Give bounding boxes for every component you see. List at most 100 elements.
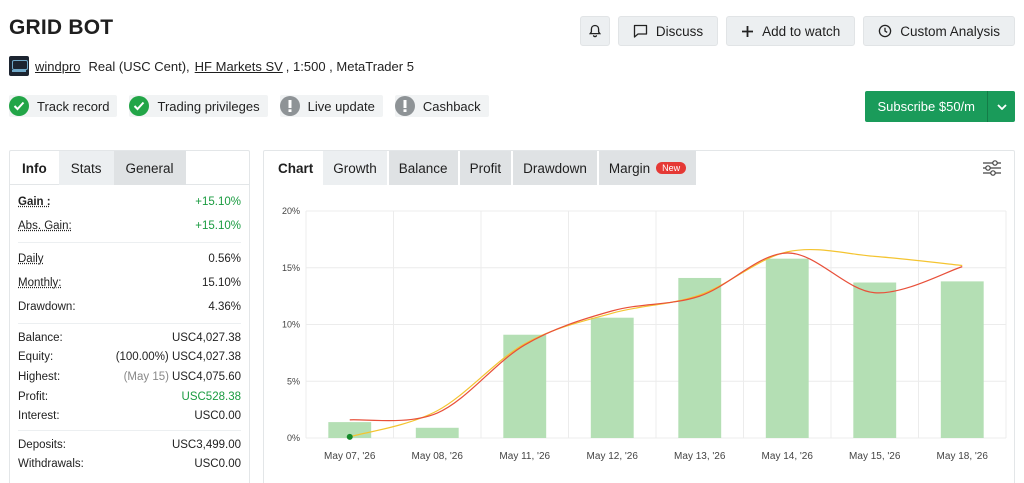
stat-value: USC0.00 (194, 410, 241, 423)
check-icon (129, 96, 150, 116)
stat-label: Withdrawals: (18, 458, 84, 471)
new-badge: New (656, 162, 687, 174)
custom-analysis-button[interactable]: Custom Analysis (863, 16, 1015, 46)
top-actions: Discuss Add to watch Custom Analysis (579, 16, 1015, 46)
stat-label[interactable]: Monthly: (18, 277, 62, 289)
badge-live-update: Live update (279, 95, 383, 117)
tab-margin-label: Margin (608, 160, 651, 176)
chart-settings-button[interactable] (982, 159, 1002, 182)
start-point (346, 433, 353, 440)
x-tick-label: May 13, '26 (674, 451, 726, 462)
stats-tabs: Info Stats General (10, 151, 249, 185)
add-to-watch-label: Add to watch (762, 23, 841, 39)
y-tick-label: 5% (287, 376, 300, 386)
badge-track-record: Track record (9, 95, 118, 117)
chart-tabs: Chart Growth Balance Profit Drawdown Mar… (264, 151, 1014, 185)
chat-icon (633, 24, 648, 38)
tab-growth[interactable]: Growth (323, 151, 387, 185)
stat-label[interactable]: Gain : (18, 196, 51, 208)
stat-withdrawals: Withdrawals: USC0.00 (18, 455, 241, 475)
badge-cashback: Cashback (394, 95, 489, 117)
divider (18, 242, 241, 243)
account-info: windpro Real (USC Cent), HF Markets SV ,… (9, 56, 414, 76)
y-tick-label: 0% (287, 433, 300, 443)
add-to-watch-button[interactable]: Add to watch (726, 16, 856, 46)
growth-chart: 0% 5% 10% 15% 20% May 07, '26 May 08, '26 May 1… (282, 206, 1007, 462)
stat-label: Profit: (18, 390, 49, 403)
bar (765, 258, 809, 438)
y-tick-label: 15% (282, 263, 300, 273)
stat-profit: Profit: USC528.38 (18, 387, 241, 407)
stats-panel: Info Stats General Gain : +15.10% Abs. G… (9, 150, 250, 483)
x-tick-label: May 12, '26 (587, 451, 639, 462)
stat-value: 15.10% (201, 277, 241, 289)
tab-profit[interactable]: Profit (459, 151, 512, 185)
stat-highest: Highest: (May 15) USC4,075.60 (18, 367, 241, 387)
account-details: , 1:500 , MetaTrader 5 (285, 58, 414, 74)
stat-value-pre: (100.00%) (115, 351, 169, 364)
custom-analysis-label: Custom Analysis (900, 23, 1000, 39)
stat-label: Highest: (18, 370, 61, 383)
stat-gain: Gain : +15.10% (18, 190, 241, 214)
badge-trading-privileges: Trading privileges (129, 95, 268, 117)
chart-panel: Chart Growth Balance Profit Drawdown Mar… (263, 150, 1015, 483)
stat-label[interactable]: Abs. Gain: (18, 220, 72, 232)
stat-value-wrap: (100.00%) USC4,027.38 (116, 351, 241, 363)
tab-margin[interactable]: Margin New (598, 151, 697, 185)
stat-interest: Interest: USC0.00 (18, 406, 241, 426)
stat-value-wrap: (May 15) USC4,075.60 (124, 371, 241, 383)
divider (18, 429, 241, 431)
stat-label: Interest: (18, 410, 60, 423)
subscribe-control: Subscribe $50/m (865, 91, 1015, 122)
tab-general[interactable]: General (113, 151, 186, 185)
x-tick-label: May 08, '26 (412, 451, 464, 462)
plus-icon (741, 25, 754, 38)
discuss-label: Discuss (655, 23, 704, 39)
owner-link[interactable]: windpro (35, 58, 81, 74)
x-tick-label: May 18, '26 (937, 451, 989, 462)
x-tick-label: May 07, '26 (324, 451, 376, 462)
exclamation-icon (279, 96, 300, 116)
stat-label: Balance: (18, 331, 63, 344)
stat-value: +15.10% (195, 220, 241, 232)
tab-chart[interactable]: Chart (278, 160, 314, 176)
bar (590, 317, 634, 438)
badges: Track record Trading privileges Live upd… (9, 95, 489, 117)
chevron-down-icon (996, 103, 1007, 110)
stat-value-pre: (May 15) (123, 370, 169, 383)
subscribe-dropdown[interactable] (987, 91, 1015, 122)
avatar[interactable] (9, 56, 29, 76)
bar (415, 427, 459, 438)
broker-link[interactable]: HF Markets SV (194, 58, 283, 74)
badge-label: Live update (307, 98, 375, 114)
stat-abs-gain: Abs. Gain: +15.10% (18, 214, 241, 238)
x-tick-label: May 14, '26 (762, 451, 814, 462)
tab-balance[interactable]: Balance (388, 151, 458, 185)
tab-drawdown[interactable]: Drawdown (513, 151, 597, 185)
y-tick-label: 10% (282, 320, 300, 330)
discuss-button[interactable]: Discuss (617, 16, 719, 46)
bar (678, 277, 722, 438)
x-tick-label: May 15, '26 (849, 451, 901, 462)
stat-value: USC4,027.38 (171, 331, 241, 344)
sliders-icon (982, 159, 1002, 177)
notifications-button[interactable] (579, 16, 610, 46)
exclamation-icon (394, 96, 415, 116)
stat-value: USC3,499.00 (171, 438, 241, 451)
stat-label: Equity: (18, 351, 54, 364)
stat-balance: Balance: USC4,027.38 (18, 328, 241, 348)
stats-list: Gain : +15.10% Abs. Gain: +15.10% Daily … (10, 185, 249, 474)
tab-info[interactable]: Info (22, 160, 47, 176)
stat-value: USC528.38 (181, 390, 241, 403)
stat-label[interactable]: Daily (18, 253, 44, 265)
subscribe-button[interactable]: Subscribe $50/m (877, 99, 975, 114)
check-icon (9, 96, 29, 116)
bell-icon (588, 24, 602, 38)
bar (503, 334, 547, 438)
series-line-trend (349, 248, 963, 438)
stat-value: +15.10% (195, 196, 241, 208)
tab-stats[interactable]: Stats (58, 151, 114, 185)
badge-label: Trading privileges (157, 98, 260, 114)
stat-drawdown: Drawdown: 4.36% (18, 295, 241, 319)
y-tick-label: 20% (282, 206, 300, 216)
